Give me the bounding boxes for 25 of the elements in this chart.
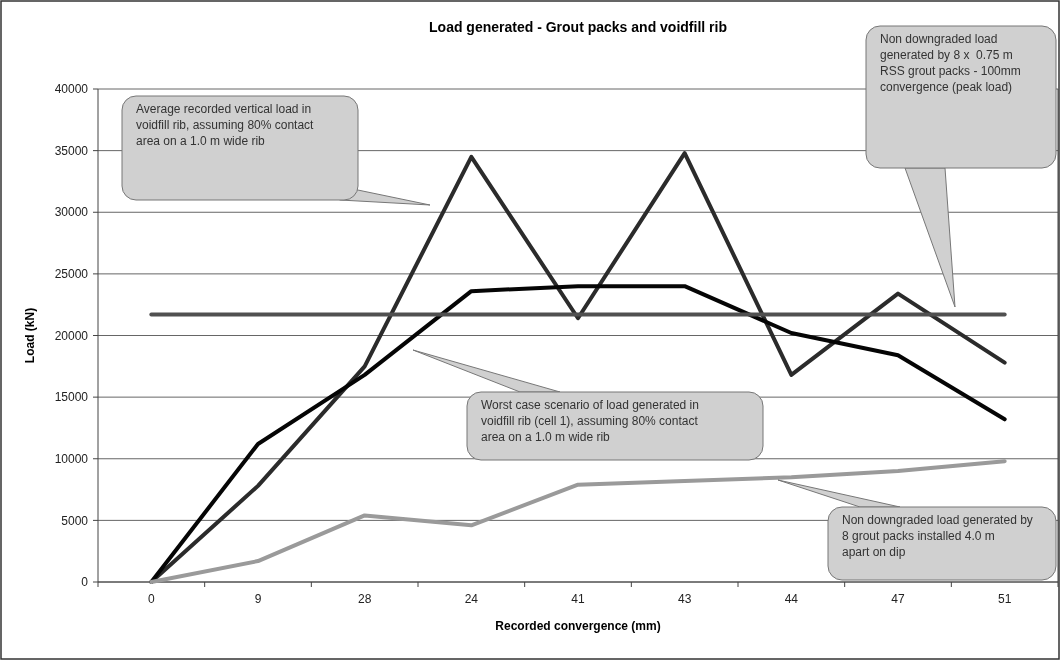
annotation: Non downgraded load generated by 8 x 0.75 m RSS grout packs - 100mm convergence (peak load)	[880, 32, 1021, 94]
x-axis-title: Recorded convergence (mm)	[495, 619, 661, 633]
x-tick-label: 28	[357, 592, 372, 606]
y-tick-label: 10000	[54, 451, 89, 466]
x-tick-label: 0	[147, 592, 155, 606]
x-tick-label: 47	[891, 592, 905, 606]
y-axis-title: Load (kN)	[23, 307, 37, 364]
x-tick-label: 24	[464, 592, 479, 606]
x-tick-label: 44	[784, 592, 799, 606]
y-tick-label: 35000	[54, 143, 89, 158]
y-tick-label: 30000	[54, 205, 89, 220]
y-tick-label: 20000	[54, 328, 89, 343]
y-tick-label: 40000	[54, 82, 89, 97]
y-tick-label: 25000	[54, 267, 89, 282]
y-tick-label: 5000	[61, 513, 89, 528]
annotation: Non downgraded load generated by 8 grout packs installed 4.0 m apart on dip	[842, 513, 1033, 559]
annotation: Average recorded vertical load in voidfill rib, assuming 80% contact area on a 1.0 m wide rib	[136, 102, 315, 148]
x-tick-label: 43	[677, 592, 692, 606]
chart-title: Load generated - Grout packs and voidfill rib	[429, 19, 727, 35]
x-tick-label: 51	[997, 592, 1012, 606]
y-tick-label: 15000	[54, 390, 89, 405]
y-tick-label: 0	[81, 575, 89, 590]
annotation: Worst case scenario of load generated in voidfill rib (cell 1), assuming 80% contact area on a 1.0 m wide rib	[481, 398, 699, 444]
x-tick-label: 41	[571, 592, 585, 606]
x-tick-label: 9	[254, 592, 262, 606]
